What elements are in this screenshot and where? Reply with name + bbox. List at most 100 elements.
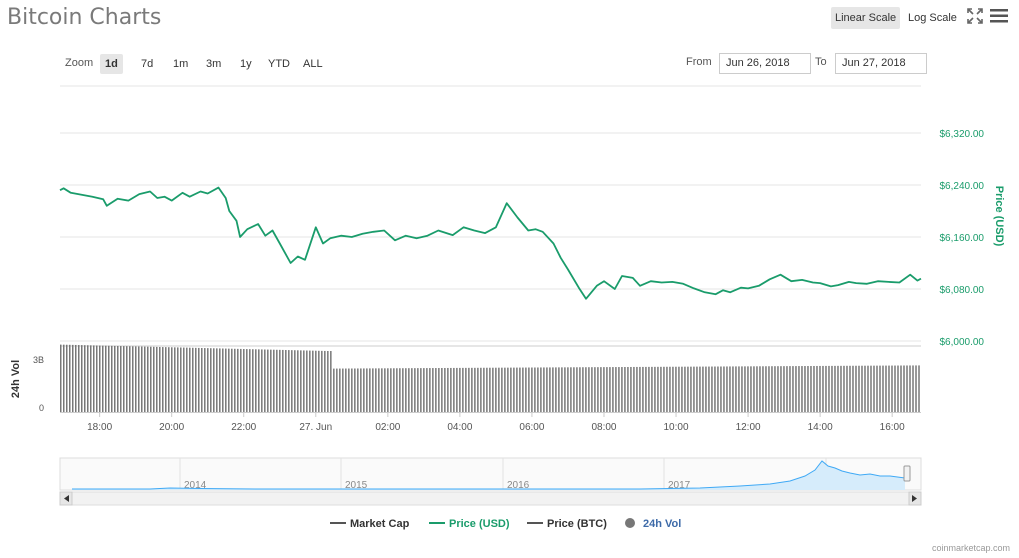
zoom-button-7d[interactable]: 7d — [141, 58, 154, 70]
volume-bar — [453, 367, 455, 412]
volume-bar — [804, 366, 806, 412]
volume-bar — [522, 367, 524, 412]
legend-item-label[interactable]: Market Cap — [350, 518, 410, 530]
volume-bar — [411, 368, 413, 412]
volume-bar — [387, 368, 389, 412]
volume-bar — [609, 367, 611, 412]
volume-bar — [858, 365, 860, 412]
volume-bar — [912, 365, 914, 412]
volume-bar — [864, 365, 866, 412]
navigator-line — [72, 460, 906, 490]
volume-bar — [810, 366, 812, 412]
volume-bar — [390, 368, 392, 412]
volume-bar — [69, 344, 71, 412]
volume-bar — [867, 365, 869, 412]
volume-bar — [90, 345, 92, 412]
volume-bar — [900, 365, 902, 412]
from-label: From — [686, 56, 712, 68]
volume-bar — [477, 367, 479, 412]
volume-bar — [648, 366, 650, 412]
volume-bar — [471, 367, 473, 412]
volume-bar — [660, 366, 662, 412]
volume-bar — [249, 349, 251, 412]
volume-bar — [93, 345, 95, 412]
watermark: coinmarketcap.com — [932, 543, 1011, 553]
log-scale-button[interactable]: Log Scale — [908, 12, 957, 24]
navigator-year-label: 2015 — [345, 480, 368, 491]
volume-bar — [783, 366, 785, 412]
volume-bar — [687, 366, 689, 412]
volume-bar — [120, 346, 122, 412]
volume-bar — [270, 349, 272, 412]
volume-bar — [210, 348, 212, 412]
volume-bar — [738, 366, 740, 412]
volume-bar — [102, 345, 104, 412]
volume-bar — [438, 368, 440, 412]
volume-bar — [75, 344, 77, 412]
volume-bar — [81, 345, 83, 412]
volume-bar — [861, 365, 863, 412]
legend-item-label[interactable]: 24h Vol — [643, 518, 681, 530]
linear-scale-button[interactable]: Linear Scale — [831, 7, 901, 29]
volume-bar — [375, 368, 377, 412]
legend-item-label[interactable]: Price (BTC) — [547, 518, 607, 530]
volume-bar — [369, 368, 371, 412]
volume-bar — [357, 368, 359, 412]
volume-bar — [162, 347, 164, 412]
volume-bar — [261, 349, 263, 412]
zoom-button-3m[interactable]: 3m — [206, 58, 222, 70]
volume-bar — [903, 365, 905, 412]
x-tick-label: 18:00 — [87, 422, 112, 433]
hamburger-menu-icon[interactable] — [990, 9, 1008, 23]
volume-bar — [834, 365, 836, 412]
volume-bar — [282, 349, 284, 412]
volume-bar — [771, 366, 773, 412]
volume-bar — [405, 368, 407, 412]
volume-axis-title: 24h Vol — [10, 360, 22, 398]
page-title: Bitcoin Charts — [7, 5, 162, 30]
volume-bar — [669, 366, 671, 412]
volume-bar — [528, 367, 530, 412]
volume-bar — [324, 350, 326, 412]
volume-bar — [678, 366, 680, 412]
volume-bar — [342, 368, 344, 412]
zoom-button-1y[interactable]: 1y — [240, 58, 252, 70]
to-label: To — [815, 56, 827, 68]
volume-bar — [252, 349, 254, 412]
volume-bar — [585, 367, 587, 412]
volume-bar — [618, 367, 620, 412]
volume-bar — [681, 366, 683, 412]
volume-bar — [657, 366, 659, 412]
volume-bar — [696, 366, 698, 412]
legend-item-label[interactable]: Price (USD) — [449, 518, 510, 530]
fullscreen-icon[interactable] — [967, 8, 983, 24]
zoom-button-all[interactable]: ALL — [303, 58, 323, 70]
volume-bar — [225, 348, 227, 412]
volume-bar — [873, 365, 875, 412]
zoom-button-ytd[interactable]: YTD — [268, 58, 290, 70]
navigator-handle — [903, 465, 911, 482]
volume-bar — [579, 367, 581, 412]
volume-bar — [309, 350, 311, 412]
volume-bar — [198, 347, 200, 412]
volume-bar — [708, 366, 710, 412]
volume-bar — [558, 367, 560, 412]
volume-bar — [429, 368, 431, 412]
volume-bar — [486, 367, 488, 412]
volume-bar — [588, 367, 590, 412]
volume-bar — [126, 346, 128, 412]
volume-bar — [879, 365, 881, 412]
volume-bar — [192, 347, 194, 412]
volume-bar — [474, 367, 476, 412]
volume-bar — [237, 348, 239, 412]
zoom-button-1d[interactable]: 1d — [100, 54, 123, 74]
volume-bar — [870, 365, 872, 412]
from-date-input[interactable]: Jun 26, 2018 — [719, 53, 811, 74]
zoom-button-1m[interactable]: 1m — [173, 58, 189, 70]
volume-bar — [909, 365, 911, 412]
volume-bar — [597, 367, 599, 412]
volume-bar — [837, 365, 839, 412]
to-date-input[interactable]: Jun 27, 2018 — [835, 53, 927, 74]
volume-bar — [60, 344, 62, 412]
volume-bar — [297, 350, 299, 412]
